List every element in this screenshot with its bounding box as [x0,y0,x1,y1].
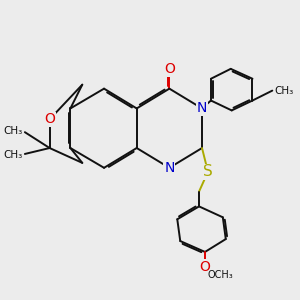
Text: O: O [44,112,55,126]
Text: CH₃: CH₃ [4,150,23,160]
Text: O: O [164,62,175,76]
Text: CH₃: CH₃ [274,85,293,96]
Text: OCH₃: OCH₃ [208,270,234,280]
Text: N: N [197,101,207,116]
Text: CH₃: CH₃ [4,126,23,136]
Text: O: O [200,260,210,274]
Text: N: N [164,161,175,175]
Text: S: S [203,164,213,179]
